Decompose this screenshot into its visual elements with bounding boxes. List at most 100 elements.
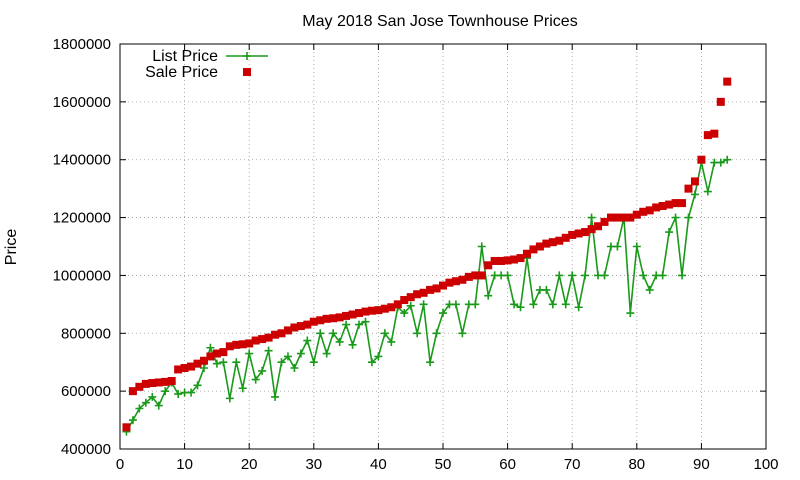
list-price-point (135, 404, 144, 413)
sale-price-point (141, 379, 150, 388)
x-tick-label: 50 (435, 456, 452, 473)
list-price-point (574, 303, 583, 312)
list-price-point (374, 352, 383, 361)
sale-price-point (426, 285, 435, 294)
sale-price-point (303, 320, 312, 329)
sale-price-point (652, 203, 661, 212)
sale-price-point (600, 217, 609, 226)
sale-price-point (154, 378, 163, 387)
y-axis-label: Price (3, 229, 20, 266)
list-price-point (355, 320, 364, 329)
list-price-point (367, 358, 376, 367)
list-price-point (283, 352, 292, 361)
sale-price-point (225, 342, 234, 351)
list-price-point (245, 349, 254, 358)
list-price-point (471, 300, 480, 309)
list-price-point (400, 309, 409, 318)
sale-price-point (723, 77, 732, 86)
sale-price-point (522, 249, 531, 258)
sale-price-point (380, 304, 389, 313)
list-price-line (125, 158, 728, 432)
sale-price-point (316, 316, 325, 325)
x-tick-label: 10 (176, 456, 193, 473)
list-price-point (322, 349, 331, 358)
list-price-point (665, 228, 674, 237)
list-price-point (587, 213, 596, 222)
sale-price-point (678, 199, 687, 208)
list-price-point (271, 392, 280, 401)
list-price-point (451, 300, 460, 309)
sale-price-point (471, 271, 480, 280)
sale-price-point (497, 256, 506, 265)
y-tick-label: 400000 (61, 441, 111, 458)
list-price-point (174, 390, 183, 399)
list-price-point (568, 271, 577, 280)
list-price-point (277, 358, 286, 367)
list-price-point (303, 336, 312, 345)
list-price-point (678, 271, 687, 280)
x-tick-label: 20 (241, 456, 258, 473)
list-price-point (206, 343, 215, 352)
list-price-point (477, 242, 486, 251)
y-tick-label: 600000 (61, 383, 111, 400)
sale-price-point (645, 206, 654, 215)
sale-price-point (626, 213, 635, 222)
list-price-point (426, 358, 435, 367)
list-price-point (290, 364, 299, 372)
list-price-point (561, 300, 570, 309)
list-price-point (658, 271, 667, 280)
list-price-point (458, 329, 467, 338)
list-price-point (219, 358, 228, 367)
list-price-point (161, 387, 170, 396)
list-price-point (225, 394, 234, 403)
sale-price-point (277, 329, 286, 338)
sale-price-point (458, 275, 467, 284)
list-price-point (342, 320, 351, 329)
sale-price-point (387, 303, 396, 312)
list-price-point (232, 358, 241, 367)
list-price-point (613, 242, 622, 251)
list-price-point (632, 242, 641, 251)
list-price-point (684, 213, 693, 222)
sale-price-point (568, 230, 577, 239)
sale-price-point (367, 306, 376, 315)
list-price-point (258, 366, 267, 375)
sale-price-point (684, 184, 693, 193)
sale-price-point (445, 278, 454, 287)
sale-price-point (361, 307, 370, 316)
sale-price-point (296, 322, 305, 331)
sale-price-point (258, 335, 267, 344)
y-tick-label: 1600000 (53, 94, 111, 111)
sale-price-point (464, 272, 473, 281)
sale-price-point (335, 313, 344, 322)
list-price-point (548, 300, 557, 309)
list-price-point (703, 187, 712, 196)
list-price-point (671, 213, 680, 222)
plot-frame (119, 43, 767, 450)
list-price-point (348, 340, 357, 349)
sale-price-point (128, 387, 137, 396)
list-price-point (406, 301, 415, 310)
sale-price-point (703, 131, 712, 140)
sale-price-point (561, 233, 570, 242)
sale-price-point (271, 330, 280, 339)
x-tick-label: 70 (564, 456, 581, 473)
list-price-point (645, 285, 654, 294)
sale-price-point (451, 277, 460, 286)
sale-price-point (393, 300, 402, 309)
list-price-point (529, 300, 538, 309)
sale-price-point (529, 245, 538, 254)
list-price-point (413, 329, 422, 338)
list-price-point (690, 190, 699, 199)
list-price-point (439, 309, 447, 318)
sale-price-point (264, 333, 273, 342)
list-price-point (335, 337, 344, 346)
y-tick-label: 1200000 (53, 210, 111, 227)
sale-price-point (535, 242, 544, 251)
x-tick-label: 40 (370, 456, 387, 473)
list-price-point (148, 392, 157, 401)
list-price-point (212, 359, 221, 368)
x-tick-label: 80 (628, 456, 645, 473)
x-tick-label: 0 (116, 456, 124, 473)
